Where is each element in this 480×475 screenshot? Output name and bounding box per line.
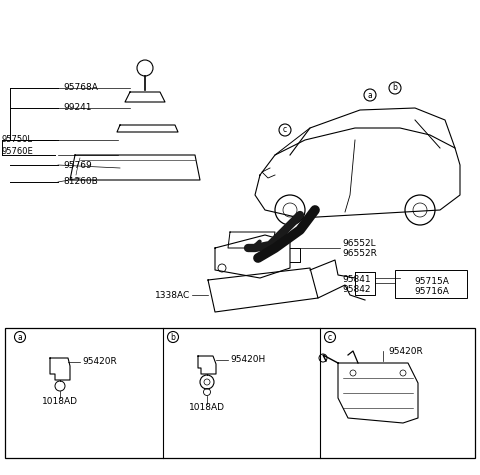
Text: 95715A: 95715A xyxy=(415,277,449,286)
Text: 96552R: 96552R xyxy=(342,249,377,258)
Text: 99241: 99241 xyxy=(63,104,92,113)
Text: 95750L: 95750L xyxy=(1,135,32,144)
Text: b: b xyxy=(393,84,397,93)
Text: b: b xyxy=(170,332,175,342)
Text: 1338AC: 1338AC xyxy=(155,291,190,300)
Text: a: a xyxy=(368,91,372,99)
Text: c: c xyxy=(328,332,332,342)
Text: 95420R: 95420R xyxy=(82,358,117,367)
Text: 95842: 95842 xyxy=(342,285,371,294)
Text: 95420H: 95420H xyxy=(230,355,265,364)
Text: 81260B: 81260B xyxy=(63,178,98,187)
FancyBboxPatch shape xyxy=(395,270,467,298)
Text: 1018AD: 1018AD xyxy=(42,398,78,407)
Text: 1018AD: 1018AD xyxy=(189,403,225,412)
Text: 95841: 95841 xyxy=(342,276,371,285)
Text: 95716A: 95716A xyxy=(415,287,449,296)
Text: 95760E: 95760E xyxy=(1,148,33,156)
Text: a: a xyxy=(18,332,23,342)
Text: 96552L: 96552L xyxy=(342,239,376,248)
Text: 95769: 95769 xyxy=(63,161,92,170)
Text: c: c xyxy=(283,125,287,134)
Text: 95768A: 95768A xyxy=(63,84,98,93)
Text: 95420R: 95420R xyxy=(388,346,423,355)
Bar xyxy=(5,328,475,458)
